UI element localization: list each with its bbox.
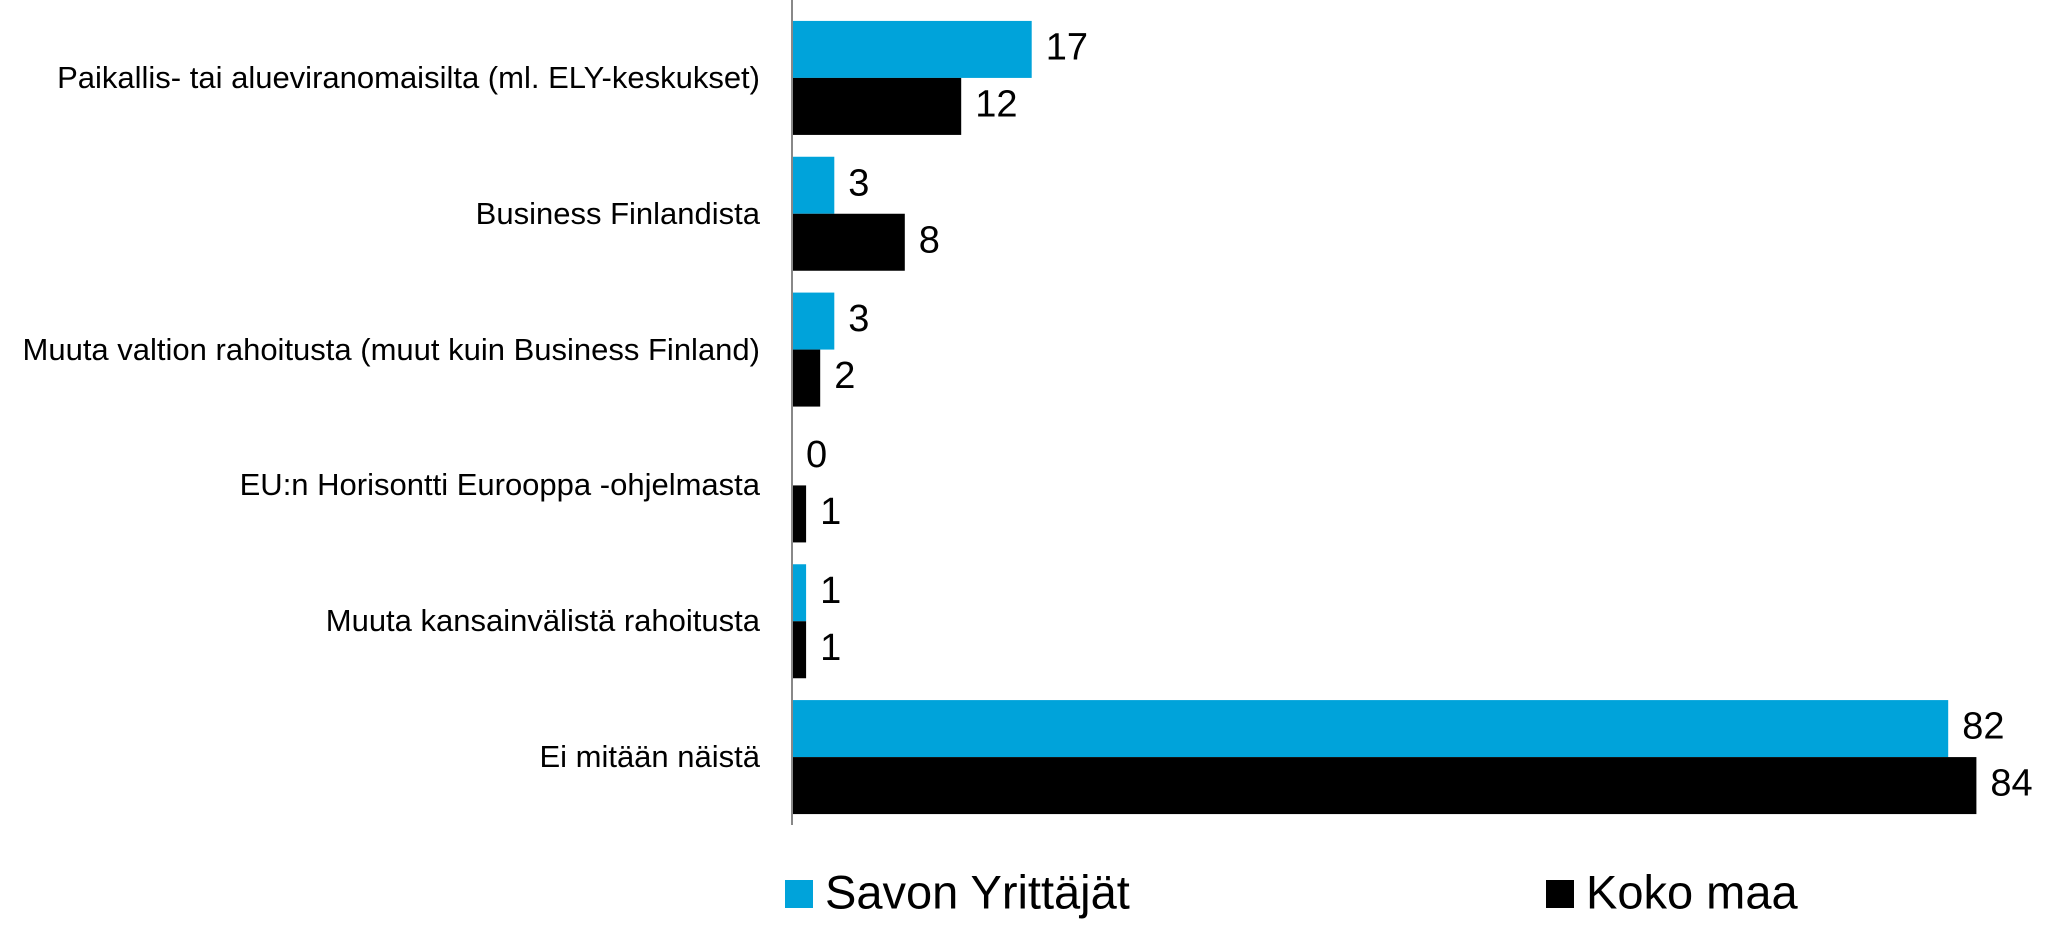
bar (792, 485, 807, 543)
data-label: 2 (834, 355, 855, 397)
legend-label: Koko maa (1586, 865, 1798, 918)
data-label: 12 (975, 83, 1017, 125)
y-tick-label: EU:n Horisontti Eurooppa -ohjelmasta (239, 467, 760, 503)
data-label: 1 (820, 570, 841, 612)
bar (792, 700, 1949, 758)
data-label: 84 (1990, 763, 2032, 805)
y-tick-label: Paikallis- tai alueviranomaisilta (ml. E… (57, 59, 760, 95)
bar (792, 621, 807, 679)
legend-swatch (785, 880, 813, 908)
legend-swatch (1546, 880, 1574, 908)
y-tick-label: Muuta kansainvälistä rahoitusta (325, 603, 760, 639)
data-label: 3 (848, 162, 869, 204)
data-label: 17 (1046, 26, 1088, 68)
data-label: 82 (1962, 706, 2004, 748)
data-label: 8 (919, 219, 940, 261)
data-label: 1 (820, 491, 841, 533)
data-label: 0 (806, 434, 827, 476)
y-tick-label: Ei mitään näistä (539, 739, 760, 775)
bar (792, 757, 1977, 815)
bar (792, 213, 905, 271)
bar (792, 20, 1032, 78)
y-tick-label: Business Finlandista (475, 195, 760, 231)
data-label: 3 (848, 298, 869, 340)
data-label: 1 (820, 627, 841, 669)
bar (792, 77, 962, 135)
y-tick-label: Muuta valtion rahoitusta (muut kuin Busi… (22, 331, 760, 367)
bar (792, 564, 807, 622)
bar (792, 156, 835, 214)
legend-label: Savon Yrittäjät (825, 865, 1130, 918)
bar (792, 292, 835, 350)
bar (792, 349, 821, 407)
